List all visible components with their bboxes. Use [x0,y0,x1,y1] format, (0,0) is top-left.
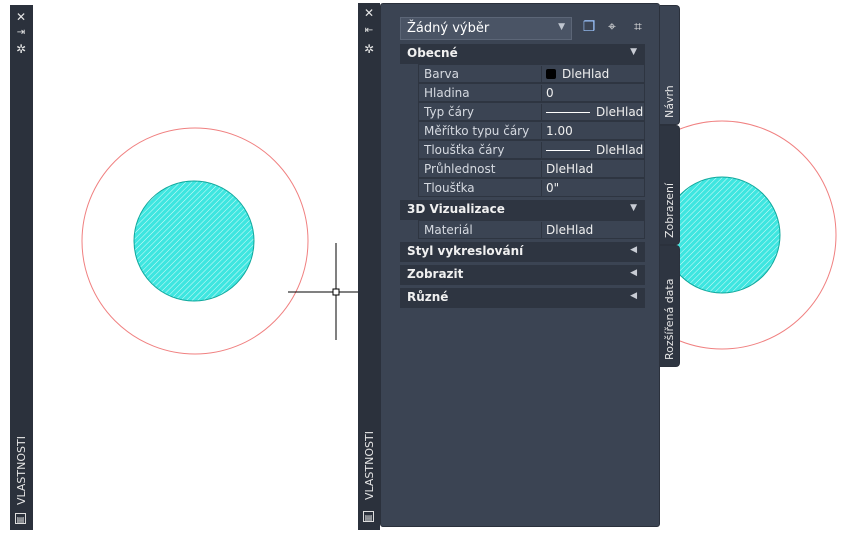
property-value: DleHlad [596,105,644,119]
tab-display[interactable]: Zobrazení [660,125,680,245]
quick-select-icon[interactable]: ⌗ [634,19,642,35]
section-general[interactable]: Obecné ▼ [400,44,645,64]
property-label: Hladina [424,86,470,100]
auto-hide-icon[interactable]: ⇤ [364,25,374,36]
section-plot-style[interactable]: Styl vykreslování ◀ [400,242,645,262]
property-value: 0" [541,180,646,197]
property-label: Tloušťka [424,181,475,195]
property-value: DleHlad [562,67,610,81]
property-row-color[interactable]: Barva DleHlad [418,64,645,83]
property-label: Barva [424,67,459,81]
settings-icon[interactable]: ✲ [363,42,375,56]
linetype-preview [546,112,590,113]
tab-design[interactable]: Návrh [660,5,680,125]
property-row-thickness[interactable]: Tloušťka 0" [418,178,645,197]
property-row-layer[interactable]: Hladina 0 [418,83,645,102]
properties-icon[interactable]: ▤ [15,513,26,524]
chevron-left-icon: ◀ [630,245,637,255]
palette-titlebar[interactable]: ✕ ⇤ ✲ VLASTNOSTI ▤ [358,3,380,530]
section-3d-visualization[interactable]: 3D Vizualizace ▼ [400,200,645,220]
tab-extended-data[interactable]: Rozšířená data [660,245,680,367]
tab-label: Zobrazení [663,182,676,238]
section-title: Zobrazit [407,267,464,281]
section-misc[interactable]: Různé ◀ [400,288,645,308]
property-label: Měřítko typu čáry [424,124,530,138]
property-row-material[interactable]: Materiál DleHlad [418,220,645,239]
toggle-pickadd-icon[interactable]: ❐ [582,19,596,35]
hatched-circle-right[interactable] [663,176,781,294]
palette-title: VLASTNOSTI [15,436,28,505]
property-value: 1.00 [541,123,646,140]
palette-title: VLASTNOSTI [363,431,376,500]
selection-value: Žádný výběr [407,21,490,36]
section-title: 3D Vizualizace [407,202,505,216]
tab-label: Návrh [663,85,676,118]
chevron-down-icon: ▼ [630,203,637,213]
hatched-circle-left[interactable] [133,180,255,302]
left-properties-palette: ✕ ⇥ ✲ VLASTNOSTI ▤ [10,5,33,530]
section-view[interactable]: Zobrazit ◀ [400,265,645,285]
outer-circle-left[interactable] [81,127,309,355]
auto-hide-icon[interactable]: ⇥ [16,27,26,38]
chevron-left-icon: ◀ [630,291,637,301]
select-objects-icon[interactable]: ⌖ [608,19,616,35]
property-value: 0 [541,85,646,102]
property-value: DleHlad [541,161,646,178]
selection-dropdown[interactable]: Žádný výběr ▼ [400,17,572,40]
property-row-linetype-scale[interactable]: Měřítko typu čáry 1.00 [418,121,645,140]
property-value: DleHlad [541,222,646,239]
close-icon[interactable]: ✕ [15,10,27,24]
chevron-down-icon: ▼ [630,47,637,57]
settings-icon[interactable]: ✲ [15,42,27,56]
color-swatch [546,69,556,79]
property-value: DleHlad [596,143,644,157]
property-row-transparency[interactable]: Průhlednost DleHlad [418,159,645,178]
property-row-lineweight[interactable]: Tloušťka čáry DleHlad [418,140,645,159]
tab-label: Rozšířená data [663,278,676,360]
property-label: Tloušťka čáry [424,143,505,157]
property-label: Typ čáry [424,105,474,119]
property-label: Materiál [424,223,473,237]
lineweight-preview [546,150,590,151]
property-label: Průhlednost [424,162,496,176]
crosshair-cursor [288,243,358,340]
properties-icon[interactable]: ▤ [363,511,374,522]
section-title: Obecné [407,46,458,60]
property-row-linetype[interactable]: Typ čáry DleHlad [418,102,645,121]
close-icon[interactable]: ✕ [363,6,375,20]
section-title: Styl vykreslování [407,244,524,258]
chevron-left-icon: ◀ [630,268,637,278]
chevron-down-icon: ▼ [558,22,565,32]
section-title: Různé [407,290,449,304]
